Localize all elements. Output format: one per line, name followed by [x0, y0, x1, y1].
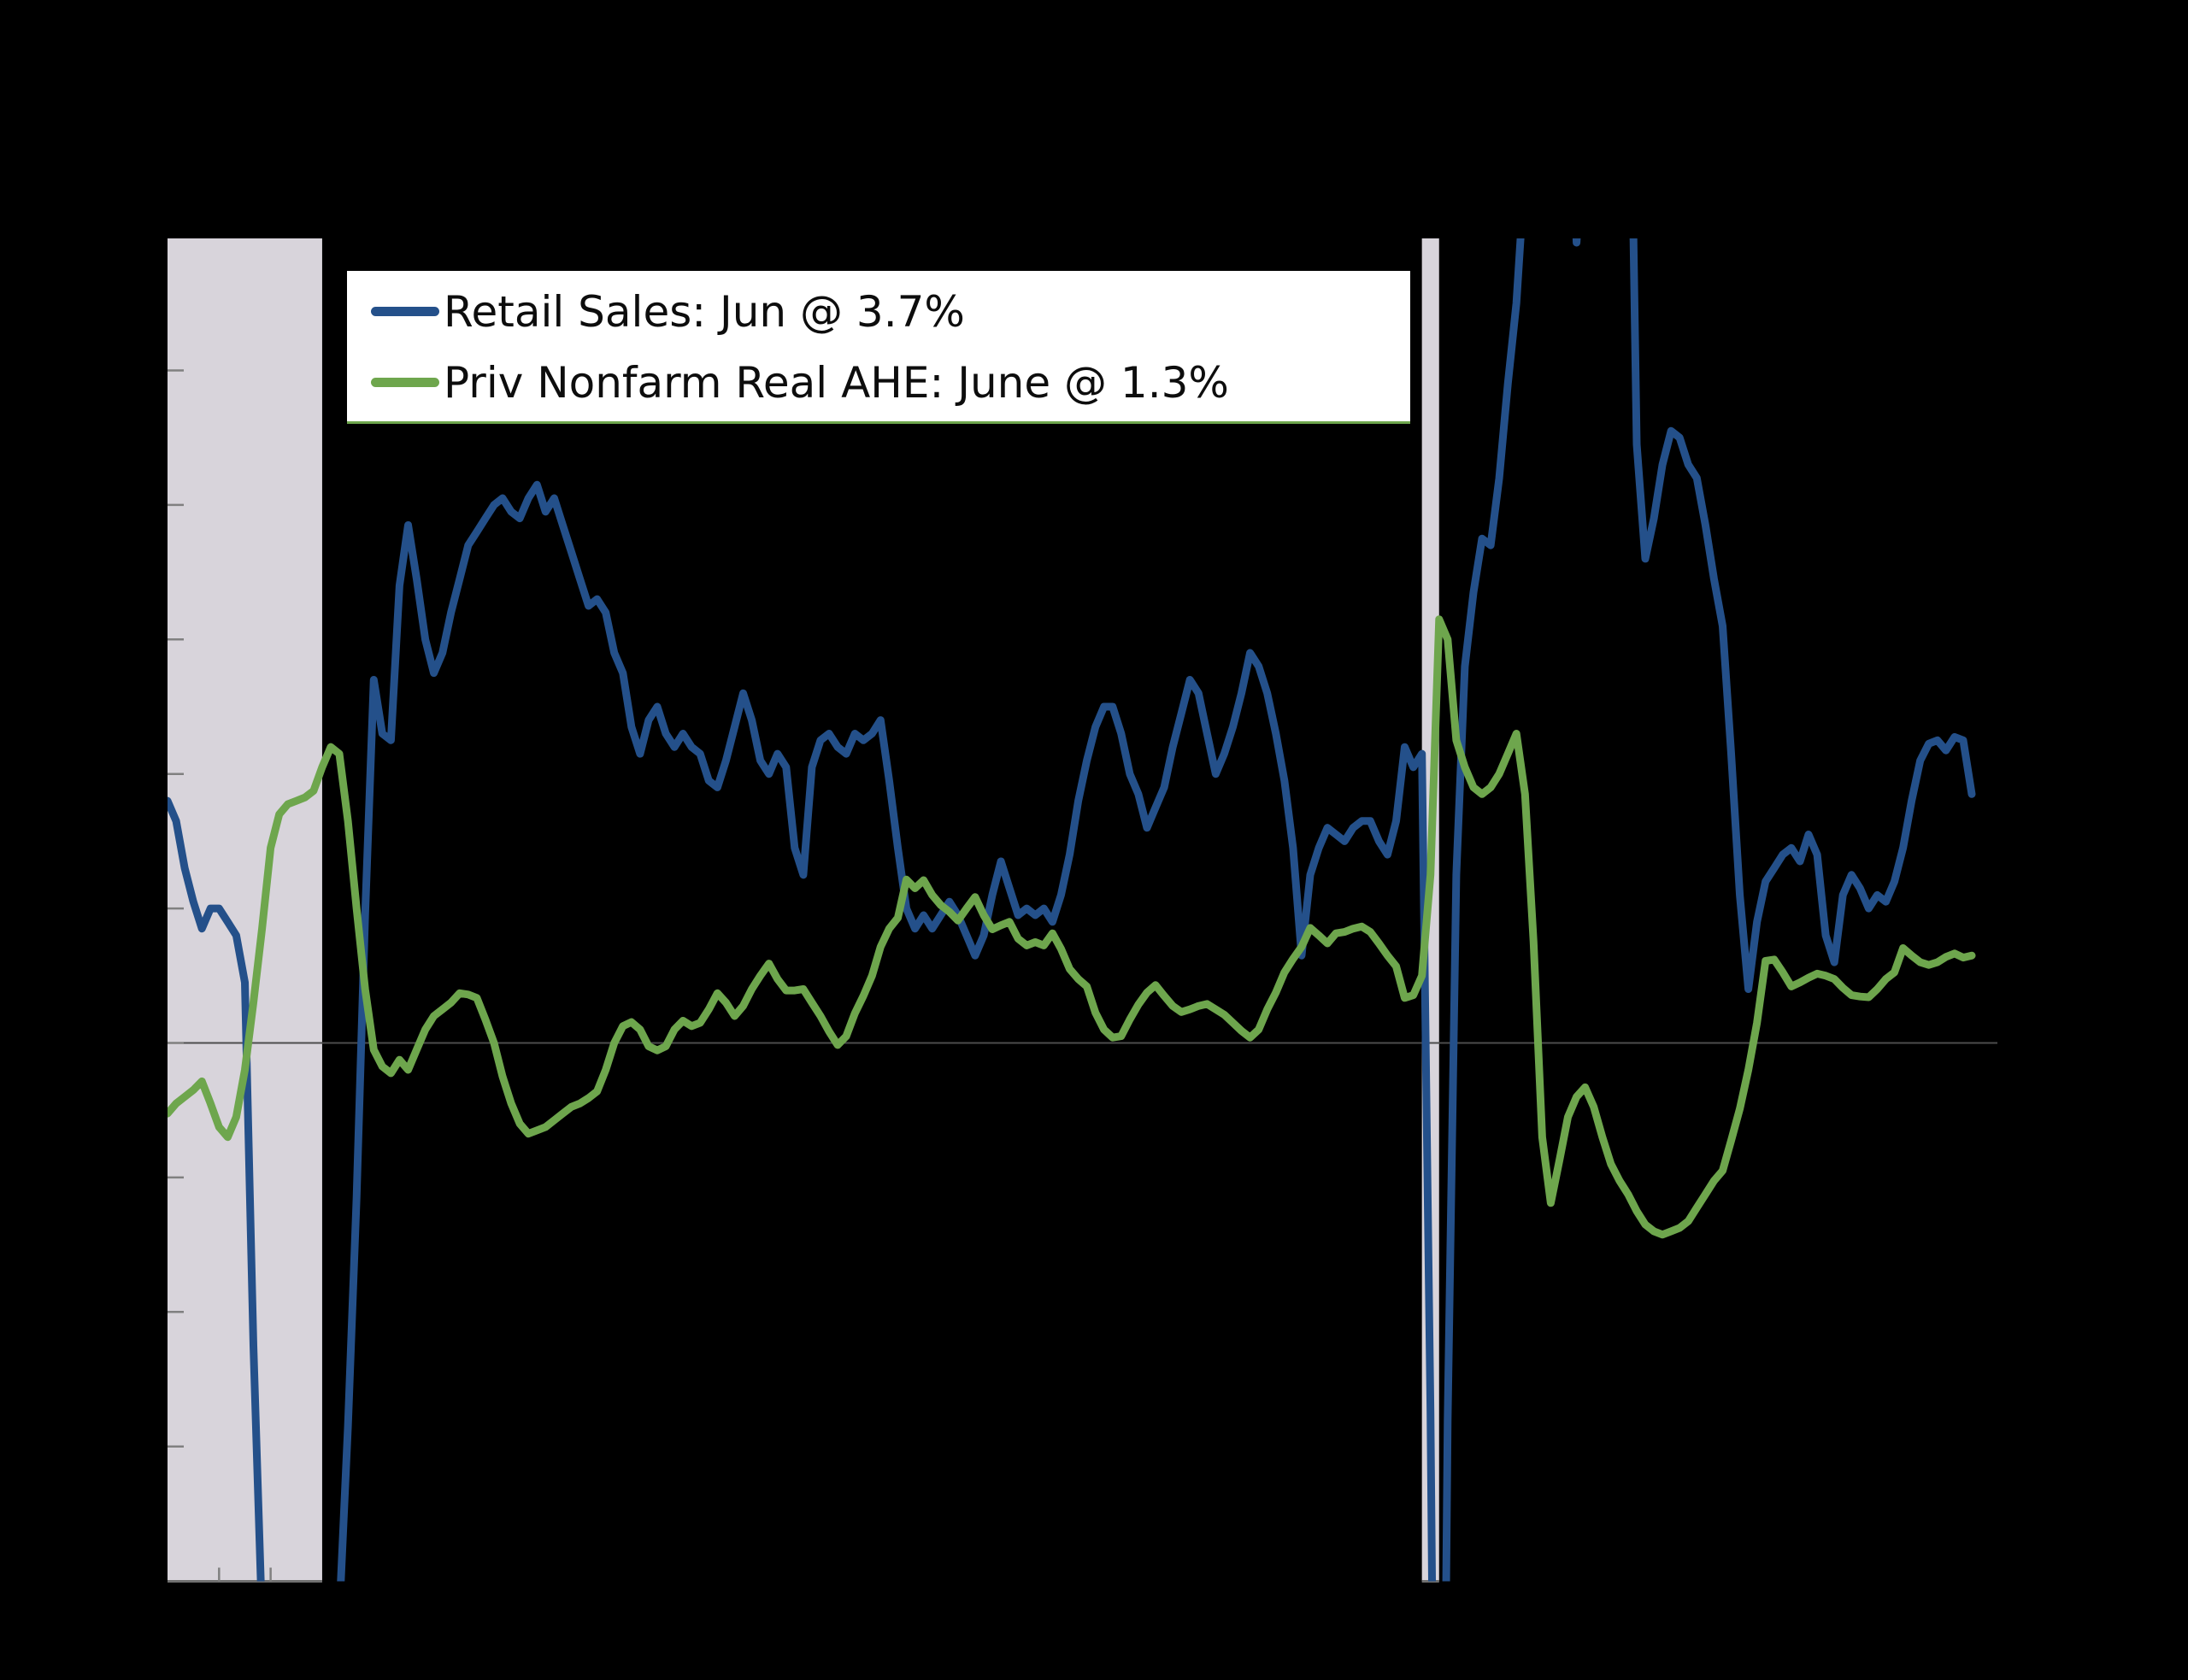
retail-sales-series-swatch-icon [371, 307, 439, 316]
legend-label-real-ahe: Priv Nonfarm Real AHE: June @ 1.3% [444, 357, 1229, 408]
legend-label-retail-sales: Retail Sales: Jun @ 3.7% [444, 286, 965, 337]
real-ahe-series-swatch-icon [371, 378, 439, 387]
retail-sales-line [168, 238, 1976, 1582]
legend-item-retail-sales: Retail Sales: Jun @ 3.7% [347, 287, 1410, 337]
recession-band [168, 238, 322, 1582]
legend-item-real-ahe: Priv Nonfarm Real AHE: June @ 1.3% [347, 358, 1410, 408]
chart-legend: Retail Sales: Jun @ 3.7% Priv Nonfarm Re… [347, 271, 1410, 424]
real-ahe-line [168, 615, 1976, 1239]
